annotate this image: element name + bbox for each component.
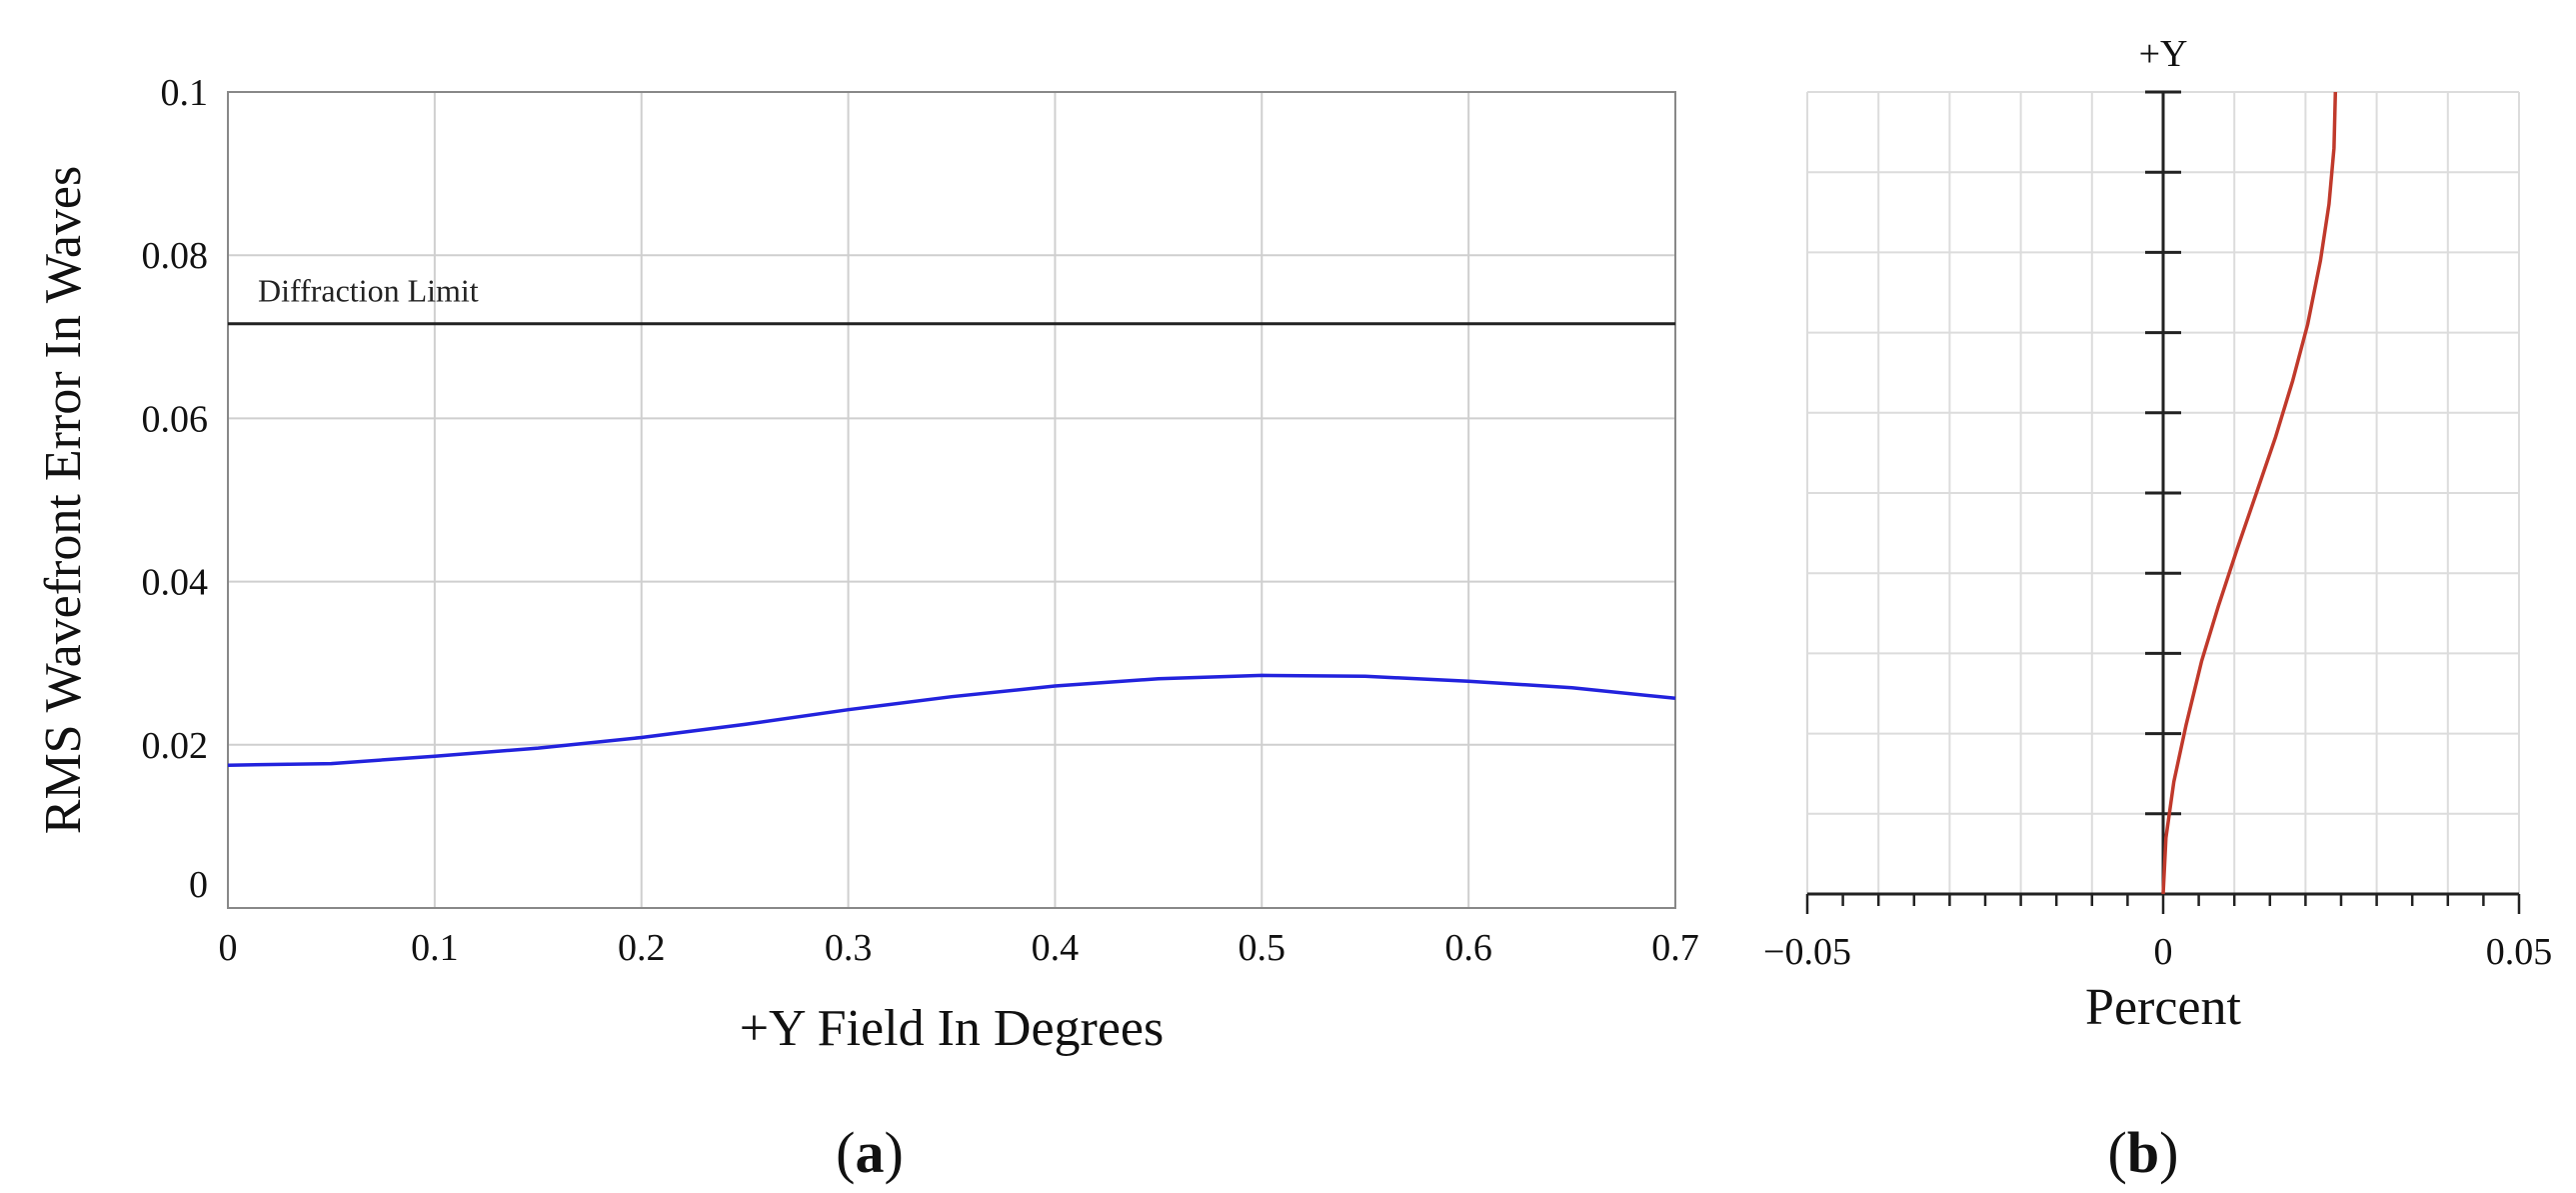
- series-line-rms: [227, 673, 1676, 767]
- panel-letter-b: b: [2127, 1120, 2159, 1185]
- y-tick-labels-a: 0 0.02 0.04 0.06 0.08 0.1: [142, 72, 209, 906]
- series-group-b: [2161, 91, 2338, 895]
- series-group-a: [227, 673, 1676, 767]
- chart-panel-b: −0.05 0 0.05 +Y Percent (b): [1763, 33, 2552, 1185]
- x-axis-title-a: +Y Field In Degrees: [740, 1000, 1165, 1057]
- x-tick-label: 0.3: [825, 927, 873, 969]
- x-tick-label: 0.2: [618, 927, 666, 969]
- y-axis-title-a: RMS Wavefront Error In Waves: [35, 166, 92, 834]
- plot-frame-a: [227, 91, 1676, 909]
- y-tick-label: 0.1: [161, 72, 209, 114]
- y-tick-label: 0: [189, 864, 208, 906]
- x-tick-label: 0.7: [1651, 927, 1699, 969]
- x-tick-label: 0: [2154, 931, 2173, 973]
- panel-letter-a: a: [856, 1120, 885, 1185]
- x-tick-label: 0.05: [2486, 931, 2553, 973]
- diffraction-limit-label: Diffraction Limit: [258, 273, 479, 309]
- x-axis-title-b: Percent: [2085, 979, 2241, 1036]
- grid-a: [227, 91, 1676, 909]
- x-tick-labels-b: −0.05 0 0.05: [1763, 931, 2552, 973]
- y-tick-label: 0.04: [142, 562, 209, 604]
- axes-b: [1805, 90, 2521, 914]
- x-tick-label: 0.5: [1239, 927, 1287, 969]
- y-tick-label: 0.08: [142, 235, 209, 277]
- x-tick-label: 0.4: [1032, 927, 1080, 969]
- x-tick-label: 0.1: [411, 927, 459, 969]
- x-tick-labels-a: 0 0.1 0.2 0.3 0.4 0.5 0.6 0.7: [219, 927, 1699, 969]
- x-tick-label: 0.6: [1444, 927, 1492, 969]
- y-tick-label: 0.06: [142, 398, 209, 440]
- panel-label-a: (a): [836, 1120, 904, 1185]
- y-axis-title-b: +Y: [2139, 33, 2188, 75]
- y-tick-label: 0.02: [142, 725, 209, 767]
- panel-label-b: (b): [2108, 1120, 2179, 1185]
- x-tick-label: 0: [219, 927, 238, 969]
- series-line-distortion: [2161, 91, 2338, 895]
- chart-panel-a: 0 0.1 0.2 0.3 0.4 0.5 0.6 0.7 0 0.02 0.04 0.06 0.08…: [35, 72, 1699, 1185]
- x-tick-label: −0.05: [1763, 931, 1851, 973]
